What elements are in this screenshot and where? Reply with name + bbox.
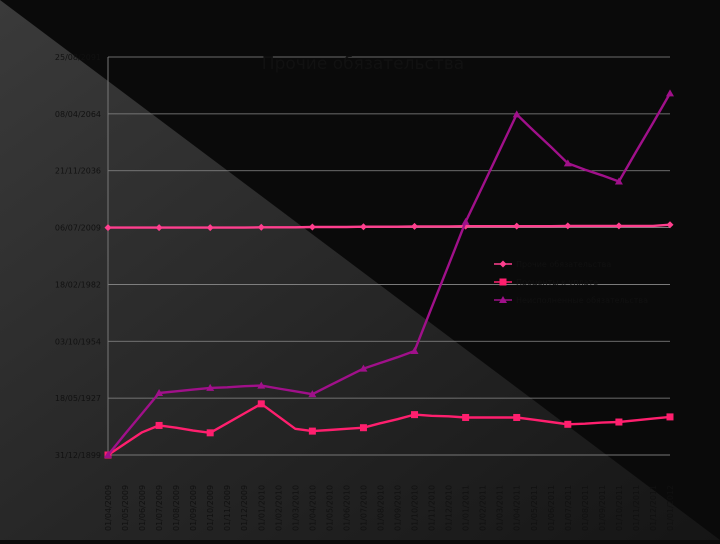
- x-tick-label: 01/07/2011: [564, 485, 573, 531]
- data-point-marker: [411, 411, 419, 419]
- x-tick-label: 01/08/2009: [172, 485, 181, 531]
- x-tick-label: 01/11/2010: [428, 485, 437, 531]
- data-point-marker: [564, 420, 572, 428]
- x-tick-label: 01/07/2009: [155, 485, 164, 531]
- data-point-marker: [513, 413, 521, 421]
- x-tick-label: 01/12/2009: [240, 485, 249, 531]
- data-point-marker: [155, 224, 163, 232]
- data-point-marker: [411, 222, 419, 230]
- y-tick-label: 18/05/1927: [55, 394, 101, 403]
- chart-title: Прочие обязательства: [262, 54, 464, 74]
- data-point-marker: [499, 278, 507, 286]
- data-point-marker: [564, 222, 572, 230]
- x-tick-label: 01/10/2009: [206, 485, 215, 531]
- x-tick-label: 01/05/2011: [530, 485, 539, 531]
- data-point-marker: [206, 383, 215, 391]
- data-point-marker: [615, 418, 623, 426]
- x-tick-label: 01/08/2010: [376, 485, 385, 531]
- x-tick-label: 01/02/2011: [479, 485, 488, 531]
- series-line: [107, 402, 671, 456]
- y-tick-label: 18/02/1982: [55, 280, 101, 289]
- y-tick-label: 21/11/2036: [55, 167, 101, 176]
- legend-label: Прочие обязательства: [516, 260, 611, 269]
- data-point-marker: [666, 413, 674, 421]
- data-point-marker: [499, 260, 507, 268]
- x-tick-label: 01/06/2010: [342, 485, 351, 531]
- x-tick-label: 01/05/2010: [325, 485, 334, 531]
- y-tick-label: 06/07/2009: [55, 224, 101, 233]
- data-point-marker: [462, 413, 470, 421]
- data-point-marker: [410, 346, 419, 354]
- legend: Прочие обязательства Проценты к уплате Неи…: [494, 260, 648, 305]
- data-point-marker: [563, 159, 572, 167]
- series-line: [107, 92, 672, 456]
- y-tick-label: 08/04/2064: [55, 110, 101, 119]
- data-point-marker: [257, 223, 265, 231]
- series-lines: [104, 89, 674, 459]
- x-tick-label: 01/04/2010: [308, 485, 317, 531]
- x-tick-label: 01/01/2010: [257, 485, 266, 531]
- data-point-marker: [308, 390, 317, 398]
- data-point-marker: [257, 381, 266, 389]
- data-point-marker: [155, 389, 164, 397]
- data-point-marker: [614, 177, 623, 185]
- x-tick-label: 01/09/2011: [598, 485, 607, 531]
- data-point-marker: [206, 224, 214, 232]
- x-tick-label: 01/12/2010: [445, 485, 454, 531]
- data-point-marker: [359, 223, 367, 231]
- x-tick-label: 01/04/2011: [513, 485, 522, 531]
- data-point-marker: [359, 424, 367, 432]
- x-tick-label: 01/02/2010: [274, 485, 283, 531]
- x-tick-label: 01/11/2009: [223, 485, 232, 531]
- data-point-marker: [308, 427, 316, 435]
- legend-label: Неисполненные обязательства: [516, 296, 648, 305]
- series-line: [108, 223, 671, 229]
- data-point-marker: [104, 451, 112, 458]
- y-tick-label: 03/10/1954: [55, 337, 101, 346]
- x-tick-label: 01/09/2009: [189, 485, 198, 531]
- axes: 31/12/1899 18/05/1927 03/10/1954 18/02/1982…: [55, 53, 675, 531]
- x-tick-label: 01/04/2009: [104, 485, 113, 531]
- x-tick-label: 01/10/2010: [411, 485, 420, 531]
- data-point-marker: [461, 217, 470, 225]
- data-point-marker: [359, 364, 368, 372]
- x-tick-label: 01/03/2011: [496, 485, 505, 531]
- data-point-marker: [513, 222, 521, 230]
- x-tick-label: 01/07/2010: [359, 485, 368, 531]
- x-tick-label: 01/06/2011: [547, 485, 556, 531]
- x-tick-label: 01/05/2009: [121, 485, 130, 531]
- data-point-marker: [104, 224, 112, 232]
- legend-label: Проценты к уплате: [516, 278, 598, 287]
- x-tick-label: 01/06/2009: [138, 485, 147, 531]
- x-tick-label: 01/01/2011: [462, 485, 471, 531]
- data-point-marker: [206, 429, 214, 437]
- y-tick-label: 31/12/1899: [55, 451, 101, 460]
- data-point-marker: [615, 222, 623, 230]
- x-tick-label: 01/03/2010: [291, 485, 300, 531]
- data-point-marker: [666, 221, 674, 229]
- x-tick-label: 01/09/2010: [394, 485, 403, 531]
- x-tick-label: 01/08/2011: [581, 485, 590, 531]
- data-point-marker: [155, 421, 163, 429]
- data-point-marker: [512, 110, 521, 118]
- x-tick-label: 01/01/2012: [666, 485, 675, 531]
- y-tick-label: 25/08/2091: [55, 53, 101, 62]
- data-point-marker: [308, 223, 316, 231]
- x-tick-label: 01/10/2011: [615, 485, 624, 531]
- x-tick-label: 01/11/2011: [632, 485, 641, 531]
- data-point-marker: [257, 400, 265, 408]
- data-point-marker: [499, 296, 507, 303]
- x-tick-label: 01/12/2011: [649, 485, 658, 531]
- data-point-marker: [666, 89, 674, 97]
